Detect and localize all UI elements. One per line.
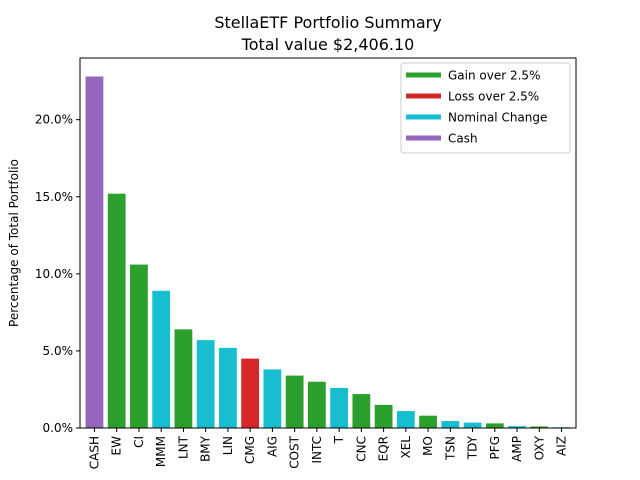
y-tick-label: 5.0%: [43, 344, 74, 358]
y-tick-label: 20.0%: [35, 113, 73, 127]
legend-label: Cash: [448, 132, 478, 146]
bar-cash: [85, 76, 104, 428]
y-tick-label: 15.0%: [35, 190, 73, 204]
x-tick-label: XEL: [399, 436, 413, 459]
bar-mo: [419, 415, 437, 428]
bar-oxy: [530, 426, 549, 428]
bar-amp: [508, 426, 526, 428]
x-tick-label: LIN: [221, 436, 235, 455]
bar-cnc: [352, 394, 371, 428]
bar-t: [330, 387, 349, 428]
x-ticks-group: CASH EW CI MMM LNT BMY LIN CMG AIG COST INTC T CNC EQ…: [87, 428, 569, 469]
bar-intc: [307, 381, 326, 428]
x-tick-label: AMP: [510, 436, 524, 462]
x-tick-label: TDY: [466, 435, 480, 460]
x-tick-label: BMY: [199, 435, 213, 462]
bar-tdy: [463, 422, 482, 428]
bar-ci: [130, 264, 148, 428]
x-tick-label: AIZ: [555, 436, 569, 456]
x-tick-label: CASH: [87, 436, 101, 469]
legend-label: Gain over 2.5%: [448, 69, 540, 83]
legend-swatch: [406, 114, 441, 120]
plot-frame: [79, 57, 577, 429]
x-tick-label: LNT: [176, 435, 190, 459]
x-tick-label: INTC: [310, 436, 324, 464]
bar-tsn: [441, 421, 460, 428]
legend-box: [400, 62, 571, 154]
bar-mmm: [152, 290, 171, 428]
legend-swatch: [406, 72, 441, 78]
x-tick-label: CNC: [354, 436, 368, 462]
bar-cost: [285, 375, 304, 428]
bar-lin: [219, 347, 237, 428]
chart-subtitle: Total value $2,406.10: [241, 35, 415, 54]
bar-cmg: [241, 358, 260, 429]
chart-title: StellaETF Portfolio Summary: [214, 13, 441, 32]
x-tick-label: TSN: [443, 436, 457, 461]
y-ticks-group: 0.0% 5.0% 10.0% 15.0% 20.0%: [35, 113, 80, 435]
legend-label: Loss over 2.5%: [448, 90, 539, 104]
x-tick-label: MMM: [154, 436, 168, 467]
x-tick-label: EQR: [377, 436, 391, 461]
x-tick-label: EW: [110, 436, 124, 456]
bar-xel: [396, 411, 415, 428]
y-tick-label: 10.0%: [35, 267, 73, 281]
bar-ew: [107, 193, 126, 428]
legend-swatch: [406, 93, 441, 99]
bar-pfg: [485, 423, 504, 429]
x-tick-label: CMG: [243, 436, 257, 464]
legend-label: Nominal Change: [448, 111, 547, 125]
legend: Gain over 2.5% Loss over 2.5% Nominal Chan…: [400, 62, 571, 154]
x-tick-label: PFG: [488, 436, 502, 459]
bar-bmy: [196, 340, 215, 429]
legend-swatch: [406, 135, 441, 141]
x-tick-label: COST: [288, 435, 302, 468]
bar-lnt: [174, 329, 193, 428]
x-tick-label: CI: [132, 436, 146, 448]
y-tick-label: 0.0%: [43, 421, 74, 435]
x-tick-label: MO: [421, 436, 435, 456]
x-tick-label: OXY: [532, 435, 546, 460]
bars-group: [85, 76, 571, 429]
x-tick-label: AIG: [265, 436, 279, 457]
y-axis-label: Percentage of Total Portfolio: [7, 159, 21, 327]
x-tick-label: T: [332, 435, 346, 444]
bar-eqr: [374, 404, 393, 429]
bar-aig: [263, 369, 282, 428]
